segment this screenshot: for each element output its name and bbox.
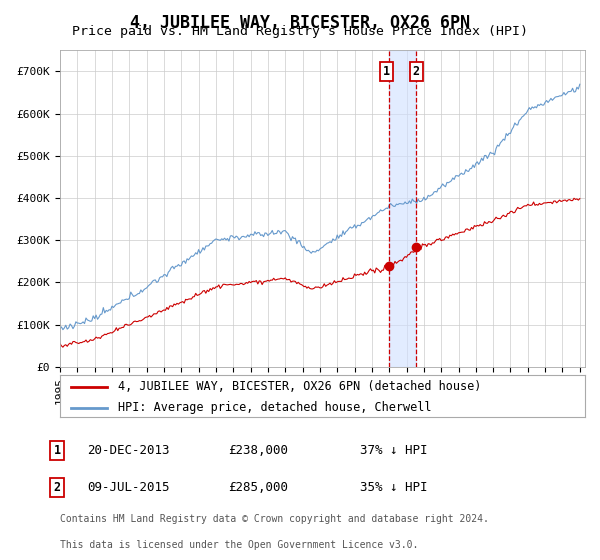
Bar <box>389 50 416 367</box>
Text: £285,000: £285,000 <box>228 480 288 494</box>
Text: HPI: Average price, detached house, Cherwell: HPI: Average price, detached house, Cher… <box>118 402 431 414</box>
Text: £238,000: £238,000 <box>228 444 288 458</box>
Text: This data is licensed under the Open Government Licence v3.0.: This data is licensed under the Open Gov… <box>60 540 418 550</box>
Text: Contains HM Land Registry data © Crown copyright and database right 2024.: Contains HM Land Registry data © Crown c… <box>60 514 489 524</box>
Text: 37% ↓ HPI: 37% ↓ HPI <box>360 444 427 458</box>
Text: 35% ↓ HPI: 35% ↓ HPI <box>360 480 427 494</box>
Text: 1: 1 <box>53 444 61 458</box>
Text: Price paid vs. HM Land Registry's House Price Index (HPI): Price paid vs. HM Land Registry's House … <box>72 25 528 38</box>
Text: 4, JUBILEE WAY, BICESTER, OX26 6PN (detached house): 4, JUBILEE WAY, BICESTER, OX26 6PN (deta… <box>118 380 481 394</box>
Text: 20-DEC-2013: 20-DEC-2013 <box>87 444 170 458</box>
Text: 2: 2 <box>53 480 61 494</box>
Text: 1: 1 <box>383 65 389 78</box>
Text: 09-JUL-2015: 09-JUL-2015 <box>87 480 170 494</box>
Text: 2: 2 <box>413 65 420 78</box>
Text: 4, JUBILEE WAY, BICESTER, OX26 6PN: 4, JUBILEE WAY, BICESTER, OX26 6PN <box>130 14 470 32</box>
